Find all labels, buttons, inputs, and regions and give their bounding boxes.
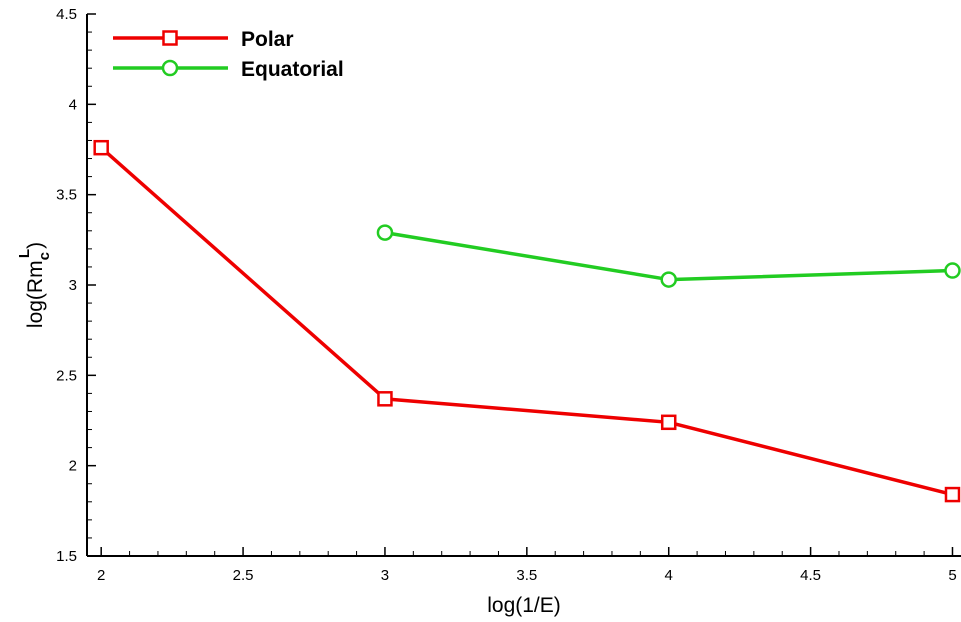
data-point-polar xyxy=(93,139,109,156)
legend: Polar Equatorial xyxy=(113,28,344,81)
data-point-polar xyxy=(944,486,961,503)
x-tick-label: 3.5 xyxy=(516,567,537,584)
series-line-polar xyxy=(100,146,953,497)
legend-label-polar: Polar xyxy=(241,28,294,51)
x-axis-title: log(1/E) xyxy=(487,594,561,617)
y-tick-label: 2.5 xyxy=(56,367,77,384)
y-tick-label: 1.5 xyxy=(56,548,77,565)
x-tick-label: 4.5 xyxy=(800,567,821,584)
y-axis-title-base: log(Rm xyxy=(24,260,47,328)
y-tick-label: 4 xyxy=(69,96,77,113)
axis-ticks: 2 2.5 3 3.5 4 4.5 5 1.5 2 2.5 3 3.5 4 4.5 xyxy=(56,6,957,584)
x-tick-label: 4 xyxy=(665,567,673,584)
y-tick-label: 3 xyxy=(69,277,77,294)
data-point-polar xyxy=(377,391,393,407)
data-point-equatorial xyxy=(376,224,394,241)
y-axis-title-sub: c xyxy=(36,252,53,260)
y-tick-label: 2 xyxy=(69,458,77,475)
data-point-equatorial xyxy=(944,262,961,279)
legend-label-equatorial: Equatorial xyxy=(241,58,344,81)
y-axis-title-sup: L xyxy=(16,249,33,258)
x-tick-label: 3 xyxy=(381,567,389,584)
x-tick-label: 5 xyxy=(948,567,956,584)
y-axis-title-close: ) xyxy=(24,242,47,249)
y-tick-label: 4.5 xyxy=(56,6,77,23)
axes xyxy=(86,14,961,557)
x-tick-label: 2.5 xyxy=(233,567,254,584)
data-point-polar xyxy=(660,414,677,431)
x-tick-label: 2 xyxy=(97,567,105,584)
series-layer xyxy=(93,139,961,503)
legend-marker-polar xyxy=(162,30,178,46)
legend-marker-equatorial xyxy=(161,59,179,77)
y-tick-label: 3.5 xyxy=(56,187,77,204)
y-axis-title: log(RmcL) xyxy=(16,242,53,328)
data-point-equatorial xyxy=(660,271,677,288)
